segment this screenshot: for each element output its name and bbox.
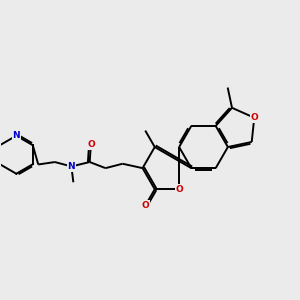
Text: O: O xyxy=(87,140,95,149)
Text: O: O xyxy=(142,201,149,210)
Text: N: N xyxy=(13,131,20,140)
Text: O: O xyxy=(175,185,183,194)
Text: N: N xyxy=(68,162,75,171)
Text: O: O xyxy=(250,113,258,122)
